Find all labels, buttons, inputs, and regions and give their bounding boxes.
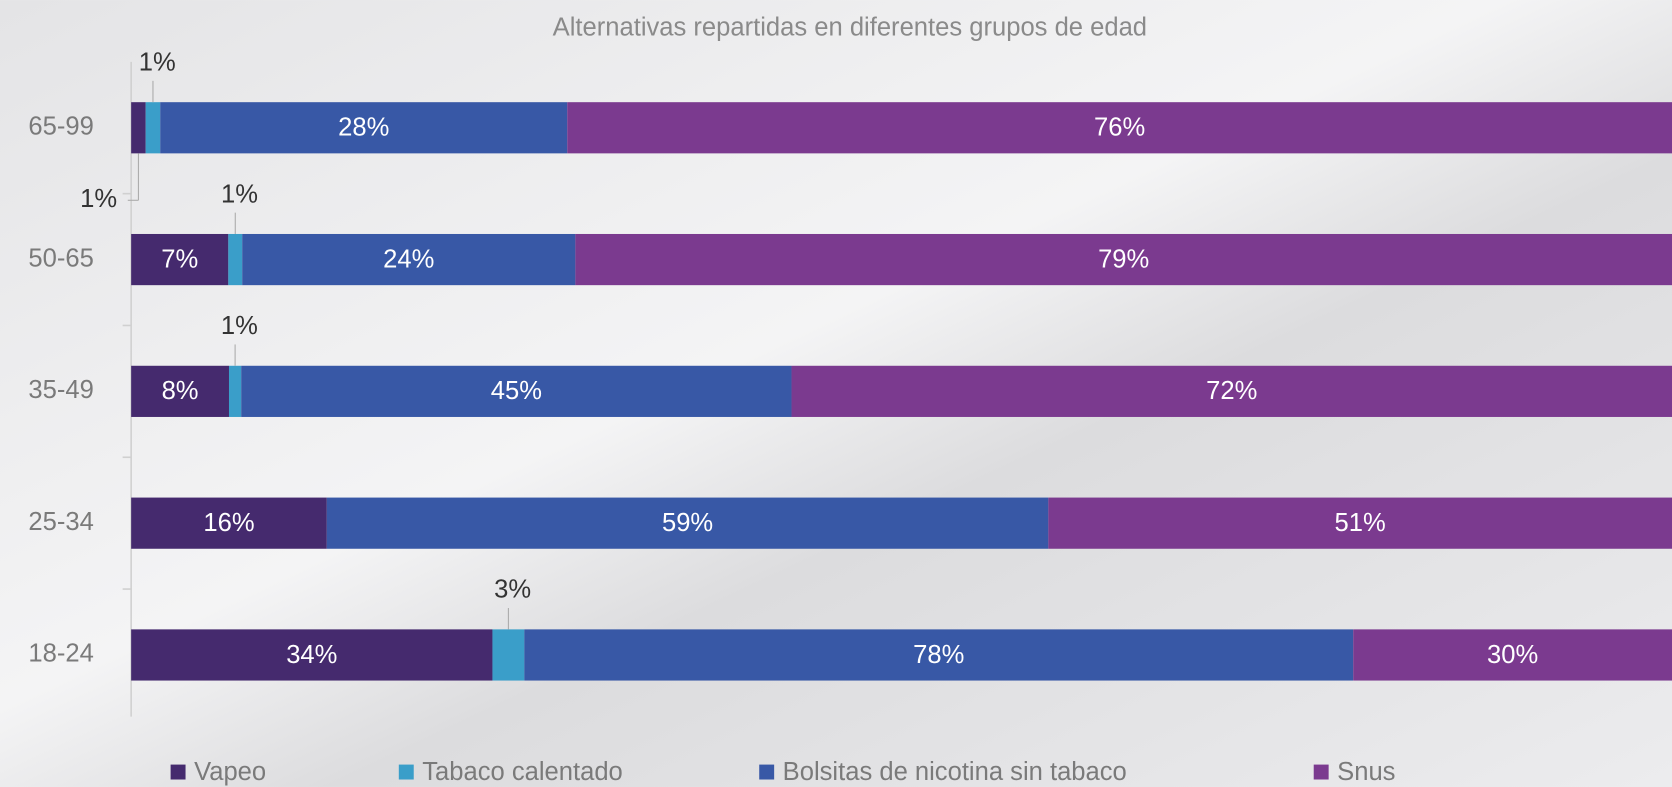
bar-segment <box>1048 497 1672 549</box>
data-label: 7% <box>161 245 198 273</box>
y-tick-label: 25-34 <box>28 508 93 536</box>
y-tick-label: 50-65 <box>28 244 93 272</box>
data-label: 1% <box>80 185 117 213</box>
data-label: 24% <box>383 245 434 273</box>
y-tick-label: 35-49 <box>28 376 93 404</box>
bar-segment <box>326 497 1049 549</box>
y-tick-label: 65-99 <box>28 113 93 141</box>
chart-title: Alternativas repartidas en diferentes gr… <box>553 14 1147 42</box>
bar-segment <box>228 365 242 417</box>
bar-segment <box>567 102 1672 154</box>
bar-segment <box>791 365 1672 417</box>
data-label: 1% <box>139 49 176 77</box>
bar-segment <box>131 629 493 681</box>
bar-segment <box>242 233 576 286</box>
data-label: 51% <box>1335 509 1386 537</box>
data-label: 76% <box>1094 114 1145 142</box>
data-label: 16% <box>203 509 254 537</box>
y-tick-label: 18-24 <box>28 640 93 668</box>
bar-segment <box>241 365 792 417</box>
data-label: 34% <box>286 641 337 669</box>
bar-segment <box>492 629 525 681</box>
legend-swatch <box>398 764 414 780</box>
legend-swatch <box>759 764 775 780</box>
legend-swatch <box>1313 764 1329 780</box>
legend-label: Snus <box>1337 758 1395 786</box>
legend-label: Vapeo <box>194 758 266 786</box>
data-label: 79% <box>1098 245 1149 273</box>
bar-segment <box>1353 629 1672 681</box>
data-label: 1% <box>221 312 258 340</box>
bar-segment <box>524 629 1354 681</box>
bar-segment <box>131 365 229 417</box>
bar-segment <box>160 102 568 154</box>
bar-segment <box>575 233 1672 286</box>
data-label: 1% <box>221 180 258 208</box>
data-label: 45% <box>491 377 542 405</box>
data-label: 28% <box>338 114 389 142</box>
bar-segment <box>131 497 327 549</box>
data-label: 78% <box>913 641 964 669</box>
bar-segment <box>131 102 146 154</box>
legend-label: Tabaco calentado <box>422 758 623 786</box>
legend-swatch <box>170 764 186 780</box>
bar-segment <box>131 233 229 286</box>
data-label: 30% <box>1487 641 1538 669</box>
data-label: 3% <box>494 576 531 604</box>
bar-segment <box>228 233 243 286</box>
data-label: 59% <box>662 509 713 537</box>
data-label: 8% <box>162 377 199 405</box>
data-label: 72% <box>1206 377 1257 405</box>
legend-label: Bolsitas de nicotina sin tabaco <box>783 758 1127 786</box>
bar-segment <box>145 102 161 154</box>
